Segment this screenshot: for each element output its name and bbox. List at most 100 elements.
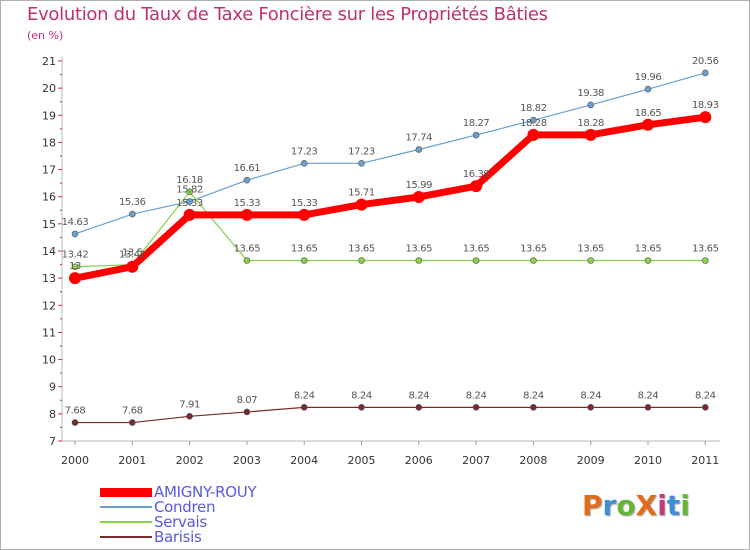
data-label: 15.36 (119, 197, 146, 208)
data-label: 8.24 (294, 390, 315, 401)
x-tick-label: 2011 (691, 454, 719, 467)
data-point (472, 257, 480, 264)
data-label: 16.61 (234, 163, 261, 174)
data-label: 13.65 (405, 244, 432, 255)
x-tick-label: 2010 (634, 454, 662, 467)
data-label: 20.56 (692, 56, 719, 67)
data-point (69, 272, 81, 285)
legend-label: AMIGNY-ROUY (154, 483, 257, 501)
logo-letter: r (602, 489, 617, 522)
data-point (415, 404, 423, 411)
unit-label: (en %) (27, 29, 64, 42)
data-label: 17.74 (405, 132, 432, 143)
x-tick-label: 2008 (519, 454, 547, 467)
x-tick-label: 2000 (61, 454, 89, 467)
y-tick-label: 16 (42, 191, 56, 204)
data-label: 17.23 (348, 146, 375, 157)
data-label: 13.5 (122, 248, 143, 259)
data-point (243, 408, 251, 416)
data-label: 18.28 (520, 118, 547, 129)
data-point (587, 404, 595, 411)
data-point (530, 257, 537, 264)
data-label: 15.99 (405, 180, 432, 191)
logo-letter: i (680, 489, 690, 522)
legend-label: Condren (154, 498, 216, 516)
data-label: 13.65 (291, 244, 318, 255)
data-point (701, 404, 709, 411)
data-point (71, 263, 79, 271)
data-label: 19.38 (577, 88, 604, 99)
data-point (587, 101, 595, 109)
logo-letter: P (582, 489, 603, 522)
line-chart: 7 8 9 10 11 12 13 14 15 16 17 18 19 20 21 2000 2001 2002 2… (42, 55, 720, 467)
legend-swatch (100, 536, 152, 538)
data-point (412, 190, 425, 203)
data-label: 13 (69, 261, 81, 272)
data-label: 18.28 (577, 118, 604, 129)
data-point (243, 257, 251, 264)
data-label: 7.68 (65, 406, 86, 417)
data-label: 8.07 (237, 395, 258, 406)
y-tick-label: 9 (49, 381, 56, 394)
data-point (587, 257, 595, 264)
series-line-barisis (74, 406, 706, 424)
data-label: 7.68 (122, 406, 143, 417)
data-point (644, 85, 652, 93)
y-tick-label: 20 (42, 82, 56, 95)
data-point (415, 146, 423, 153)
y-tick-label: 12 (42, 299, 56, 312)
data-point (701, 257, 709, 264)
data-point (126, 260, 139, 273)
y-tick-label: 17 (42, 164, 56, 177)
x-tick-label: 2005 (348, 454, 376, 467)
x-tick-label: 2002 (176, 454, 204, 467)
data-point (71, 230, 79, 238)
data-point (470, 180, 483, 193)
data-label: 13.65 (692, 244, 719, 255)
data-label: 18.93 (692, 100, 719, 111)
data-label: 13.65 (520, 244, 547, 255)
data-point (355, 198, 368, 211)
data-label: 8.24 (580, 390, 601, 401)
y-tick-label: 21 (42, 55, 56, 68)
data-label: 18.27 (463, 118, 490, 129)
axes: 7 8 9 10 11 12 13 14 15 16 17 18 19 20 21 2000 2001 2002 2… (42, 55, 720, 467)
data-point (186, 188, 193, 196)
x-tick-label: 2001 (118, 454, 146, 467)
y-tick-label: 15 (42, 218, 56, 231)
data-label: 15.33 (176, 198, 203, 209)
logo-letter: X (635, 489, 658, 522)
data-label: 17.23 (291, 146, 318, 157)
data-point (472, 404, 480, 411)
x-tick-label: 2006 (405, 454, 433, 467)
data-label: 13.65 (635, 244, 662, 255)
data-label: 16.18 (176, 175, 203, 186)
data-point (701, 69, 709, 77)
data-label: 8.24 (523, 390, 544, 401)
logo-letter: i (657, 489, 667, 522)
data-point (300, 257, 308, 264)
data-label: 14.63 (62, 217, 89, 228)
data-point (300, 160, 308, 167)
data-point (358, 257, 365, 264)
data-label: 8.24 (638, 390, 659, 401)
data-point (530, 404, 537, 411)
data-point (699, 111, 712, 124)
data-point (243, 176, 251, 184)
data-point (527, 128, 540, 141)
series-line-amigny-rouy (71, 113, 709, 282)
x-tick-label: 2007 (462, 454, 490, 467)
y-tick-label: 13 (42, 272, 56, 285)
y-tick-label: 18 (42, 136, 56, 149)
legend-swatch (100, 488, 152, 497)
data-point (358, 160, 365, 167)
data-point (644, 404, 652, 411)
data-point (129, 419, 136, 426)
data-label: 13.65 (577, 244, 604, 255)
legend-label: Servais (154, 513, 207, 531)
legend-swatch (100, 521, 152, 523)
data-label: 8.24 (351, 390, 372, 401)
data-point (240, 208, 253, 221)
data-point (183, 208, 196, 221)
